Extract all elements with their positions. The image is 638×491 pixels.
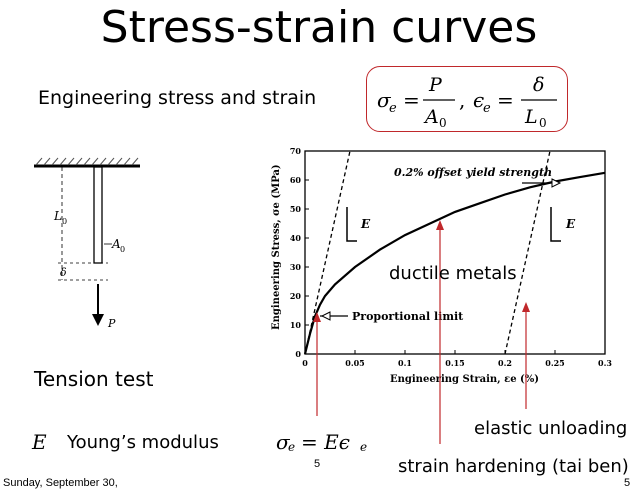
ductile-metals-label: ductile metals	[389, 263, 517, 284]
eq-delta: δ	[533, 74, 544, 96]
specimen-p: P	[107, 317, 116, 330]
specimen-a0-sub: 0	[120, 245, 125, 254]
center-page-number: 5	[314, 458, 321, 470]
y-tick-label: 20	[290, 291, 302, 301]
proportional-limit-label: Proportional limit	[352, 310, 464, 323]
specimen-delta: δ	[60, 266, 67, 279]
equation-svg: σ e = P A 0 , ϵ e = δ L 0	[377, 74, 557, 130]
specimen-bar	[93, 166, 103, 264]
strain-hardening-label: strain hardening (tai ben)	[398, 456, 629, 477]
stress-strain-curve	[303, 171, 606, 355]
yield-strength-label: 0.2% offset yield strength	[394, 166, 552, 179]
specimen-l0-sub: 0	[62, 217, 67, 226]
ceiling-support	[34, 157, 140, 168]
eq-a: A	[423, 106, 439, 128]
y-tick-label: 60	[290, 175, 302, 185]
eq-a-sub: 0	[439, 116, 447, 130]
equation-box: σ e = P A 0 , ϵ e = δ L 0	[366, 66, 568, 132]
specimen-l0: L	[53, 209, 62, 223]
youngs-symbol: E	[32, 430, 47, 454]
eq-epsilon-sub: e	[483, 101, 491, 116]
y-tick-label: 50	[290, 204, 302, 214]
x-tick-label: 0.2	[498, 358, 512, 368]
y-tick-label: 0	[295, 349, 301, 359]
x-tick-label: 0	[302, 358, 308, 368]
eq-l: L	[524, 106, 538, 128]
x-tick-label: 0.05	[345, 358, 364, 368]
y-tick-label: 40	[290, 233, 302, 243]
eq-sigma: σ	[377, 88, 392, 112]
eq-equals-1: =	[403, 88, 420, 112]
chart-ticks: 0 0.05 0.1 0.15 0.2 0.25 0.3 0 10 20 30 40 50 60 70	[290, 146, 613, 368]
hooke-sigma: σ	[276, 430, 290, 454]
tension-test-label: Tension test	[34, 367, 154, 391]
slide-title: Stress-strain curves	[100, 2, 538, 53]
chart-x-axis-label: Engineering Strain, εe (%)	[390, 374, 539, 385]
y-tick-label: 10	[290, 320, 302, 330]
arrow-head-elastic	[313, 312, 321, 322]
modulus-triangle-1: E	[346, 207, 371, 242]
y-tick-label: 30	[290, 262, 302, 272]
footer-date: Sunday, September 30,	[3, 477, 118, 489]
specimen-a0: A	[111, 237, 121, 251]
eq-p: P	[428, 74, 443, 96]
eq-epsilon: ϵ	[473, 88, 484, 112]
yield-arrow-head	[551, 178, 562, 188]
hooke-sigma-sub: e	[288, 440, 296, 454]
arrow-head-unloading	[522, 302, 530, 312]
x-tick-label: 0.25	[545, 358, 564, 368]
footer-page-number: 5	[624, 477, 631, 489]
subtitle: Engineering stress and strain	[38, 87, 317, 109]
modulus-triangle-2: E	[550, 207, 576, 242]
load-arrow-head	[92, 314, 104, 326]
modulus-e-label-1: E	[360, 217, 371, 231]
eq-l-sub: 0	[539, 116, 547, 130]
hooke-rhs: = Eϵ	[301, 430, 350, 454]
x-tick-label: 0.15	[445, 358, 464, 368]
y-tick-label: 70	[290, 146, 302, 156]
proportional-arrow-head	[320, 311, 331, 321]
arrow-head-hardening	[436, 220, 444, 230]
hooke-rhs-sub: e	[360, 440, 368, 454]
elastic-unloading-label: elastic unloading	[474, 418, 628, 439]
chart-y-axis-label: Engineering Stress, σe (MPa)	[271, 164, 282, 330]
youngs-modulus-label: Young’s modulus	[67, 432, 219, 453]
eq-equals-2: =	[497, 88, 514, 112]
x-tick-label: 0.1	[398, 358, 412, 368]
x-tick-label: 0.3	[598, 358, 612, 368]
modulus-e-label-2: E	[565, 217, 576, 231]
eq-sigma-sub: e	[389, 101, 397, 116]
eq-comma: ,	[459, 88, 465, 112]
